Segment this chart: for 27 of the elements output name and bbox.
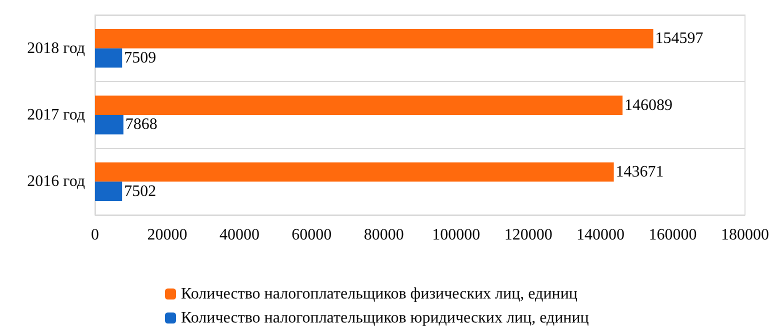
x-tick-label: 60000 — [292, 226, 332, 244]
y-tick-label: 2017 год — [27, 106, 85, 124]
data-label: 154597 — [655, 30, 704, 48]
x-tick-label: 100000 — [432, 226, 480, 244]
bar — [95, 162, 614, 182]
data-label: 146089 — [624, 96, 673, 114]
x-tick-label: 180000 — [721, 226, 769, 244]
x-tick-label: 160000 — [648, 226, 697, 244]
data-label: 7509 — [124, 50, 156, 66]
legend-label: Количество налогоплательщиков физических лиц, единиц — [181, 286, 578, 302]
bar — [95, 96, 623, 115]
bar — [95, 182, 122, 201]
data-label: 143671 — [616, 164, 664, 180]
legend-label: Количество налогоплательщиков юридических лиц, единиц — [181, 310, 590, 326]
x-tick-label: 40000 — [219, 226, 260, 244]
bar — [95, 115, 124, 134]
x-tick-label: 140000 — [576, 226, 625, 244]
y-tick-label: 2016 год — [27, 173, 85, 190]
data-label: 7868 — [125, 116, 158, 134]
x-tick-label: 0 — [91, 226, 99, 244]
y-tick-label: 2018 год — [27, 40, 85, 57]
data-label: 7502 — [124, 182, 156, 200]
x-tick-label: 20000 — [147, 226, 188, 244]
bar — [95, 48, 122, 68]
x-tick-label: 80000 — [364, 226, 404, 244]
x-tick-label: 120000 — [504, 226, 552, 244]
bar — [95, 29, 654, 48]
